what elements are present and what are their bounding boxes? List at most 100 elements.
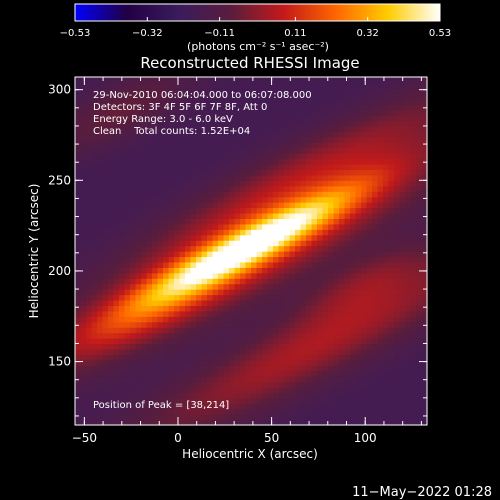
heatmap-cell bbox=[179, 348, 186, 355]
heatmap-cell bbox=[306, 207, 313, 214]
heatmap-cell bbox=[108, 229, 115, 236]
heatmap-cell bbox=[141, 332, 148, 339]
heatmap-cell bbox=[383, 283, 390, 290]
heatmap-cell bbox=[113, 164, 120, 171]
heatmap-cell bbox=[267, 240, 274, 247]
heatmap-cell bbox=[388, 125, 395, 132]
heatmap-cell bbox=[311, 354, 318, 361]
heatmap-cell bbox=[256, 376, 263, 383]
heatmap-cell bbox=[317, 299, 324, 306]
heatmap-cell bbox=[212, 381, 219, 388]
heatmap-cell bbox=[146, 240, 153, 247]
heatmap-cell bbox=[394, 240, 401, 247]
heatmap-cell bbox=[80, 343, 87, 350]
heatmap-cell bbox=[218, 376, 225, 383]
heatmap-cell bbox=[300, 180, 307, 187]
heatmap-cell bbox=[372, 294, 379, 301]
heatmap-cell bbox=[102, 316, 109, 323]
heatmap-cell bbox=[344, 120, 351, 127]
heatmap-cell bbox=[256, 408, 263, 415]
heatmap-cell bbox=[317, 240, 324, 247]
heatmap-cell bbox=[234, 245, 241, 252]
heatmap-cell bbox=[124, 174, 131, 181]
heatmap-cell bbox=[163, 142, 170, 149]
heatmap-cell bbox=[311, 338, 318, 345]
heatmap-cell bbox=[333, 283, 340, 290]
heatmap-cell bbox=[223, 142, 230, 149]
heatmap-cell bbox=[179, 381, 186, 388]
heatmap-cell bbox=[377, 267, 384, 274]
heatmap-cell bbox=[163, 283, 170, 290]
heatmap-cell bbox=[141, 272, 148, 279]
heatmap-cell bbox=[157, 185, 164, 192]
heatmap-cell bbox=[372, 245, 379, 252]
heatmap-cell bbox=[75, 164, 82, 171]
heatmap-cell bbox=[86, 261, 93, 268]
heatmap-cell bbox=[168, 115, 175, 122]
heatmap-cell bbox=[416, 245, 423, 252]
heatmap-cell bbox=[168, 278, 175, 285]
heatmap-cell bbox=[86, 321, 93, 328]
heatmap-cell bbox=[234, 191, 241, 198]
heatmap-cell bbox=[267, 115, 274, 122]
heatmap-cell bbox=[333, 359, 340, 366]
heatmap-cell bbox=[278, 386, 285, 393]
heatmap-cell bbox=[267, 223, 274, 230]
heatmap-cell bbox=[207, 251, 214, 258]
heatmap-cell bbox=[311, 310, 318, 317]
heatmap-cell bbox=[405, 316, 412, 323]
heatmap-cell bbox=[300, 256, 307, 263]
heatmap-cell bbox=[229, 174, 236, 181]
heatmap-cell bbox=[350, 125, 357, 132]
heatmap-cell bbox=[196, 354, 203, 361]
heatmap-cell bbox=[300, 359, 307, 366]
heatmap-cell bbox=[245, 365, 252, 372]
heatmap-cell bbox=[91, 397, 98, 404]
heatmap-cell bbox=[262, 164, 269, 171]
heatmap-cell bbox=[361, 87, 368, 94]
heatmap-cell bbox=[97, 229, 104, 236]
heatmap-cell bbox=[113, 207, 120, 214]
heatmap-cell bbox=[383, 77, 390, 84]
heatmap-cell bbox=[108, 251, 115, 258]
heatmap-cell bbox=[322, 403, 329, 410]
heatmap-cell bbox=[361, 370, 368, 377]
heatmap-cell bbox=[344, 348, 351, 355]
heatmap-cell bbox=[185, 169, 192, 176]
heatmap-cell bbox=[399, 191, 406, 198]
heatmap-cell bbox=[108, 316, 115, 323]
heatmap-cell bbox=[174, 392, 181, 399]
heatmap-cell bbox=[333, 332, 340, 339]
heatmap-cell bbox=[328, 354, 335, 361]
heatmap-cell bbox=[163, 136, 170, 143]
heatmap-cell bbox=[130, 316, 137, 323]
heatmap-cell bbox=[124, 386, 131, 393]
heatmap-cell bbox=[416, 93, 423, 100]
heatmap-cell bbox=[146, 169, 153, 176]
heatmap-cell bbox=[262, 229, 269, 236]
heatmap-cell bbox=[223, 104, 230, 111]
heatmap-cell bbox=[124, 267, 131, 274]
heatmap-cell bbox=[141, 299, 148, 306]
heatmap-cell bbox=[289, 174, 296, 181]
heatmap-cell bbox=[223, 403, 230, 410]
heatmap-cell bbox=[75, 240, 82, 247]
heatmap-cell bbox=[262, 310, 269, 317]
heatmap-cell bbox=[372, 354, 379, 361]
heatmap-cell bbox=[75, 136, 82, 143]
heatmap-cell bbox=[119, 207, 126, 214]
heatmap-cell bbox=[174, 202, 181, 209]
heatmap-cell bbox=[174, 82, 181, 89]
heatmap-cell bbox=[405, 218, 412, 225]
heatmap-cell bbox=[102, 278, 109, 285]
heatmap-cell bbox=[317, 120, 324, 127]
heatmap-cell bbox=[306, 310, 313, 317]
heatmap-cell bbox=[80, 338, 87, 345]
heatmap-cell bbox=[405, 256, 412, 263]
heatmap-cell bbox=[377, 142, 384, 149]
heatmap-cell bbox=[388, 283, 395, 290]
heatmap-cell bbox=[102, 321, 109, 328]
heatmap-cell bbox=[146, 414, 153, 421]
heatmap-cell bbox=[86, 245, 93, 252]
heatmap-cell bbox=[278, 191, 285, 198]
